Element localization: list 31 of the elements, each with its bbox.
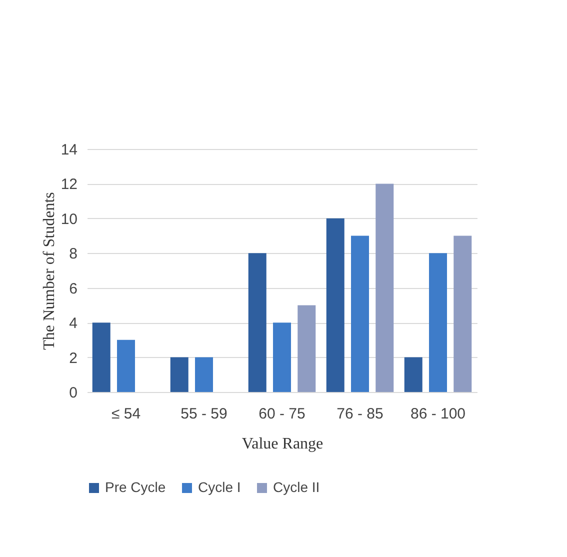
x-tick-label: ≤ 54: [111, 406, 141, 422]
bar: [404, 357, 422, 392]
y-tick-label: 14: [60, 142, 78, 158]
y-tick-label: 8: [69, 246, 78, 263]
bar: [351, 236, 369, 392]
bar: [92, 322, 110, 392]
y-tick-label: 4: [69, 315, 78, 332]
bar: [298, 305, 316, 392]
bar: [170, 357, 188, 392]
y-tick-label: 10: [60, 210, 78, 228]
x-tick-label: 55 - 59: [180, 406, 228, 422]
legend-label: Cycle II: [273, 479, 320, 495]
bar: [454, 236, 472, 392]
y-axis-title: The Number of Students: [40, 192, 58, 350]
y-tick-label: 6: [69, 280, 78, 298]
y-tick-label: 0: [69, 384, 78, 402]
bar: [326, 218, 344, 392]
x-axis-title: Value Range: [242, 436, 324, 452]
bar: [117, 340, 135, 392]
x-tick-label: 86 - 100: [410, 406, 466, 422]
bar: [195, 357, 213, 392]
bar: [273, 322, 291, 392]
legend-label: Cycle I: [198, 479, 241, 495]
legend-label: Pre Cycle: [105, 479, 166, 495]
x-tick-label: 76 - 85: [336, 406, 384, 422]
bar: [248, 253, 266, 392]
x-tick-label: 60 - 75: [258, 406, 306, 422]
y-tick-label: 12: [60, 176, 78, 194]
bar: [429, 253, 447, 392]
bar: [376, 184, 394, 392]
y-tick-label: 2: [69, 350, 78, 367]
